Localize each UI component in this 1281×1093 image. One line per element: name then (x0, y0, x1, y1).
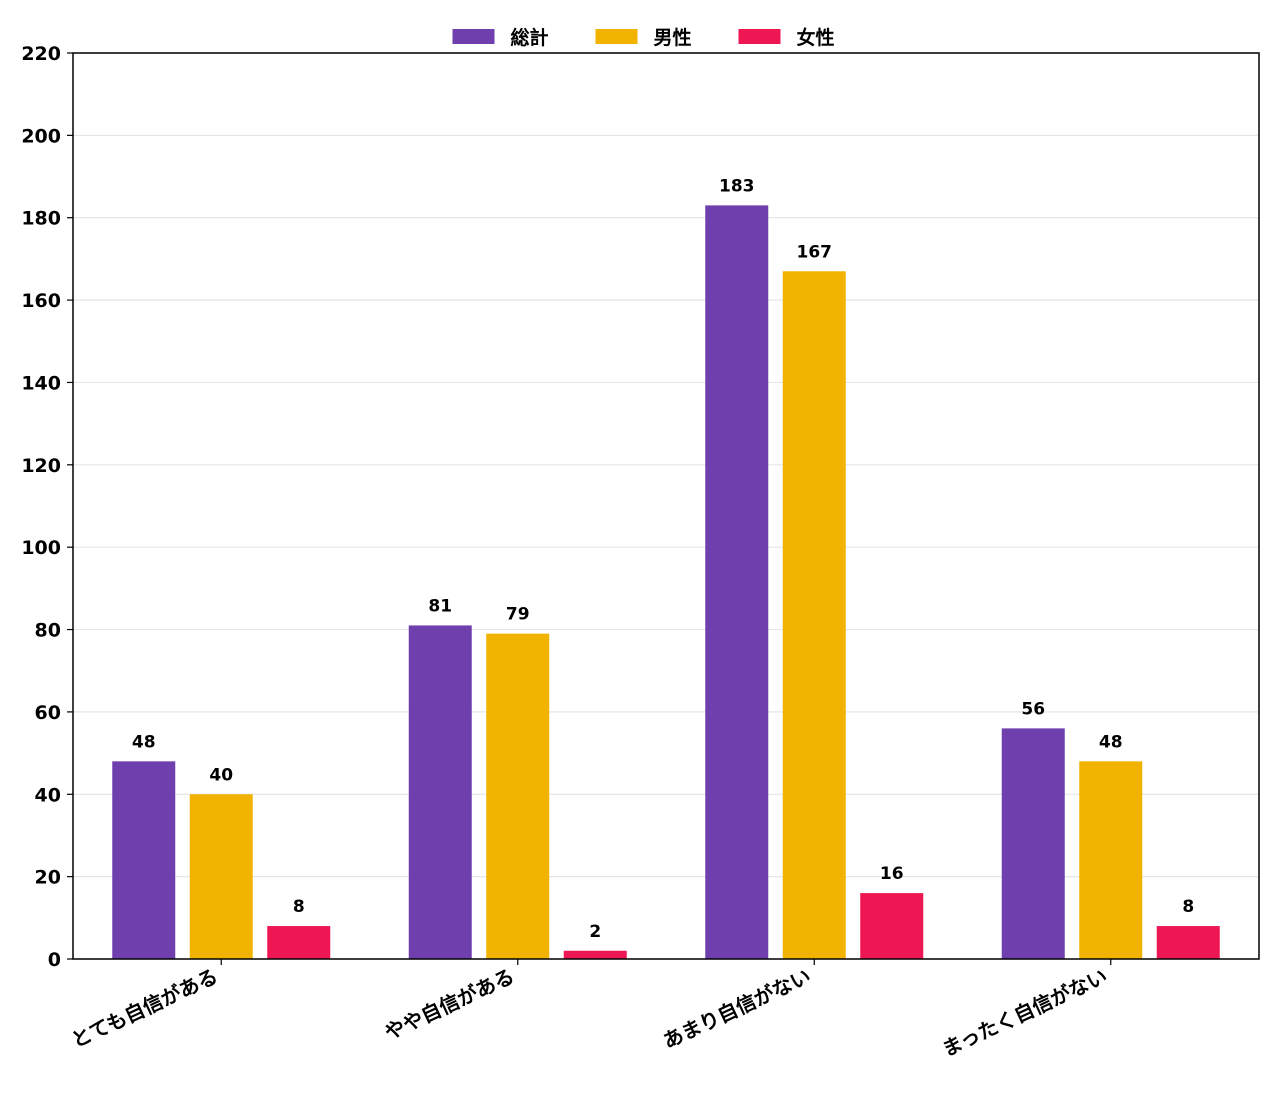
y-tick-label: 100 (21, 537, 61, 559)
y-tick-label: 20 (35, 867, 61, 889)
bar-男性-3 (1079, 761, 1143, 959)
data-label: 183 (719, 176, 755, 196)
bar-総計-2 (705, 205, 769, 959)
bar-女性-2 (860, 893, 924, 959)
data-label: 56 (1021, 699, 1045, 719)
bar-女性-0 (267, 926, 331, 959)
bar-男性-0 (189, 794, 253, 959)
y-tick-label: 80 (35, 620, 61, 642)
data-label: 48 (1099, 732, 1123, 752)
plot-frame (72, 52, 1260, 960)
data-label: 16 (880, 864, 904, 884)
data-label: 167 (797, 242, 833, 262)
data-label: 8 (293, 897, 305, 917)
bar-男性-2 (782, 271, 846, 959)
bar-女性-1 (563, 950, 627, 959)
data-label: 2 (589, 922, 601, 942)
legend-swatch (452, 29, 495, 44)
bar-男性-1 (486, 633, 550, 959)
x-tick-label: まったく自信がない (938, 964, 1111, 1061)
data-label: 40 (209, 765, 233, 785)
y-tick-label: 220 (21, 43, 61, 65)
y-tick-label: 160 (21, 290, 61, 312)
y-tick-label: 0 (48, 949, 61, 971)
x-tick-label: やや自信がある (381, 964, 518, 1045)
legend-label: 総計 (511, 26, 549, 49)
x-tick-label: あまり自信がない (659, 964, 814, 1053)
data-label: 8 (1182, 897, 1194, 917)
y-tick-label: 60 (35, 702, 61, 724)
data-labels: 48 40 8 81 79 2 183 167 16 56 48 8 (132, 176, 1194, 941)
bar-総計-1 (408, 625, 472, 959)
data-label: 79 (506, 605, 530, 625)
y-tick-label: 200 (21, 125, 61, 147)
y-tick-label: 120 (21, 455, 61, 477)
bar-総計-3 (1001, 728, 1065, 959)
y-tick-label: 40 (35, 784, 61, 806)
legend-label: 男性 (654, 26, 692, 49)
bar-女性-3 (1156, 926, 1220, 959)
data-label: 48 (132, 732, 156, 752)
data-label: 81 (428, 596, 452, 616)
legend-label: 女性 (797, 26, 835, 49)
y-axis: 0 20 40 60 80 100 120 140 160 180 200 220 (21, 43, 73, 971)
legend: 総計 男性 女性 (452, 26, 835, 49)
y-tick-label: 140 (21, 372, 61, 394)
legend-swatch (738, 29, 781, 44)
bars (112, 205, 1220, 959)
legend-swatch (595, 29, 638, 44)
y-tick-label: 180 (21, 208, 61, 230)
x-tick-label: とても自信がある (68, 964, 222, 1053)
bar-総計-0 (112, 761, 176, 959)
x-axis: とても自信がある やや自信がある あまり自信がない まったく自信がない (68, 959, 1112, 1061)
